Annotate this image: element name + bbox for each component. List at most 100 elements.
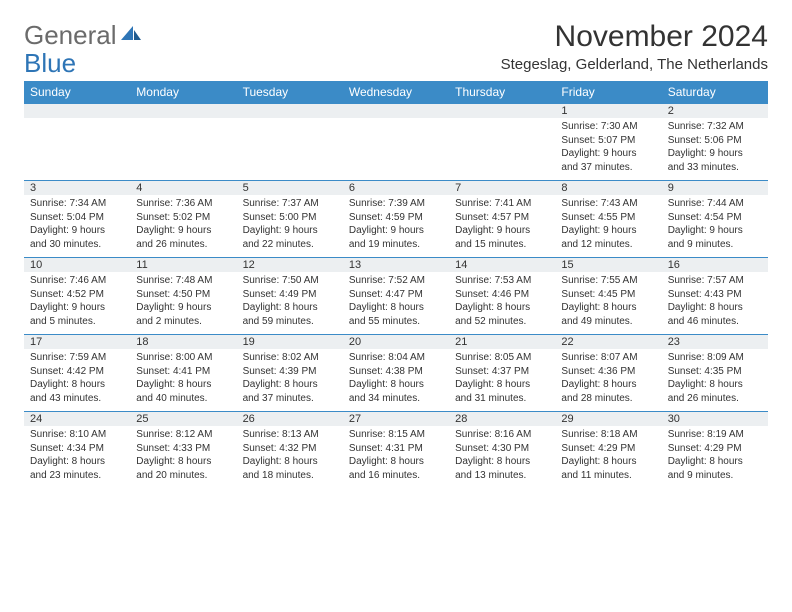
day-detail: Sunrise: 8:00 AMSunset: 4:41 PMDaylight:…: [130, 349, 236, 411]
day-cell: 17Sunrise: 7:59 AMSunset: 4:42 PMDayligh…: [24, 334, 130, 411]
daylight-text: Daylight: 8 hours and 43 minutes.: [30, 378, 124, 405]
day-detail: Sunrise: 8:15 AMSunset: 4:31 PMDaylight:…: [343, 426, 449, 488]
day-cell: 18Sunrise: 8:00 AMSunset: 4:41 PMDayligh…: [130, 334, 236, 411]
sunset-text: Sunset: 4:49 PM: [243, 288, 337, 302]
sunrise-text: Sunrise: 8:04 AM: [349, 351, 443, 365]
sunset-text: Sunset: 4:54 PM: [668, 211, 762, 225]
sunset-text: Sunset: 5:02 PM: [136, 211, 230, 225]
day-header-wed: Wednesday: [343, 81, 449, 103]
daylight-text: Daylight: 9 hours and 33 minutes.: [668, 147, 762, 174]
day-number-band: 22: [555, 334, 661, 349]
day-cell: 25Sunrise: 8:12 AMSunset: 4:33 PMDayligh…: [130, 411, 236, 488]
daylight-text: Daylight: 8 hours and 9 minutes.: [668, 455, 762, 482]
day-header-row: Sunday Monday Tuesday Wednesday Thursday…: [24, 81, 768, 103]
sunset-text: Sunset: 5:07 PM: [561, 134, 655, 148]
sunrise-text: Sunrise: 7:32 AM: [668, 120, 762, 134]
day-cell: 5Sunrise: 7:37 AMSunset: 5:00 PMDaylight…: [237, 180, 343, 257]
day-number-band: [237, 103, 343, 118]
sunrise-text: Sunrise: 7:34 AM: [30, 197, 124, 211]
daylight-text: Daylight: 9 hours and 22 minutes.: [243, 224, 337, 251]
day-detail: Sunrise: 8:10 AMSunset: 4:34 PMDaylight:…: [24, 426, 130, 488]
day-detail: [237, 118, 343, 176]
day-cell: [237, 103, 343, 180]
day-number-band: [449, 103, 555, 118]
sunset-text: Sunset: 4:52 PM: [30, 288, 124, 302]
daylight-text: Daylight: 8 hours and 28 minutes.: [561, 378, 655, 405]
day-detail: Sunrise: 8:16 AMSunset: 4:30 PMDaylight:…: [449, 426, 555, 488]
sunrise-text: Sunrise: 8:13 AM: [243, 428, 337, 442]
day-header-fri: Friday: [555, 81, 661, 103]
daylight-text: Daylight: 8 hours and 49 minutes.: [561, 301, 655, 328]
day-cell: 30Sunrise: 8:19 AMSunset: 4:29 PMDayligh…: [662, 411, 768, 488]
sunset-text: Sunset: 4:29 PM: [561, 442, 655, 456]
day-number-band: 10: [24, 257, 130, 272]
sunrise-text: Sunrise: 8:12 AM: [136, 428, 230, 442]
day-cell: [449, 103, 555, 180]
day-detail: Sunrise: 7:52 AMSunset: 4:47 PMDaylight:…: [343, 272, 449, 334]
sunrise-text: Sunrise: 7:39 AM: [349, 197, 443, 211]
day-detail: Sunrise: 8:02 AMSunset: 4:39 PMDaylight:…: [237, 349, 343, 411]
day-detail: Sunrise: 8:18 AMSunset: 4:29 PMDaylight:…: [555, 426, 661, 488]
sunset-text: Sunset: 4:32 PM: [243, 442, 337, 456]
day-cell: [343, 103, 449, 180]
sunrise-text: Sunrise: 7:36 AM: [136, 197, 230, 211]
sunrise-text: Sunrise: 8:16 AM: [455, 428, 549, 442]
sunset-text: Sunset: 4:55 PM: [561, 211, 655, 225]
day-cell: 8Sunrise: 7:43 AMSunset: 4:55 PMDaylight…: [555, 180, 661, 257]
sunset-text: Sunset: 4:47 PM: [349, 288, 443, 302]
day-cell: 21Sunrise: 8:05 AMSunset: 4:37 PMDayligh…: [449, 334, 555, 411]
day-cell: 15Sunrise: 7:55 AMSunset: 4:45 PMDayligh…: [555, 257, 661, 334]
day-number-band: 12: [237, 257, 343, 272]
daylight-text: Daylight: 9 hours and 2 minutes.: [136, 301, 230, 328]
day-number-band: 7: [449, 180, 555, 195]
sunset-text: Sunset: 4:37 PM: [455, 365, 549, 379]
sunset-text: Sunset: 4:59 PM: [349, 211, 443, 225]
sunrise-text: Sunrise: 7:55 AM: [561, 274, 655, 288]
sunrise-text: Sunrise: 7:46 AM: [30, 274, 124, 288]
day-number-band: 28: [449, 411, 555, 426]
day-cell: 16Sunrise: 7:57 AMSunset: 4:43 PMDayligh…: [662, 257, 768, 334]
day-number-band: 3: [24, 180, 130, 195]
sunset-text: Sunset: 4:46 PM: [455, 288, 549, 302]
day-number-band: 23: [662, 334, 768, 349]
daylight-text: Daylight: 9 hours and 26 minutes.: [136, 224, 230, 251]
sunset-text: Sunset: 5:06 PM: [668, 134, 762, 148]
day-detail: Sunrise: 7:57 AMSunset: 4:43 PMDaylight:…: [662, 272, 768, 334]
day-number-band: 4: [130, 180, 236, 195]
daylight-text: Daylight: 8 hours and 55 minutes.: [349, 301, 443, 328]
day-number-band: 16: [662, 257, 768, 272]
title-block: November 2024 Stegeslag, Gelderland, The…: [501, 20, 768, 73]
sunset-text: Sunset: 4:50 PM: [136, 288, 230, 302]
day-header-thu: Thursday: [449, 81, 555, 103]
sunrise-text: Sunrise: 8:05 AM: [455, 351, 549, 365]
day-detail: [24, 118, 130, 176]
daylight-text: Daylight: 8 hours and 37 minutes.: [243, 378, 337, 405]
daylight-text: Daylight: 9 hours and 30 minutes.: [30, 224, 124, 251]
day-number-band: 9: [662, 180, 768, 195]
day-detail: Sunrise: 7:36 AMSunset: 5:02 PMDaylight:…: [130, 195, 236, 257]
day-detail: Sunrise: 7:46 AMSunset: 4:52 PMDaylight:…: [24, 272, 130, 334]
day-detail: Sunrise: 8:07 AMSunset: 4:36 PMDaylight:…: [555, 349, 661, 411]
day-detail: Sunrise: 7:37 AMSunset: 5:00 PMDaylight:…: [237, 195, 343, 257]
day-cell: 1Sunrise: 7:30 AMSunset: 5:07 PMDaylight…: [555, 103, 661, 180]
sunset-text: Sunset: 4:33 PM: [136, 442, 230, 456]
day-number-band: 21: [449, 334, 555, 349]
logo-sail-icon: [121, 20, 143, 51]
week-row: 17Sunrise: 7:59 AMSunset: 4:42 PMDayligh…: [24, 334, 768, 411]
day-detail: Sunrise: 7:39 AMSunset: 4:59 PMDaylight:…: [343, 195, 449, 257]
day-number-band: 17: [24, 334, 130, 349]
daylight-text: Daylight: 9 hours and 37 minutes.: [561, 147, 655, 174]
sunset-text: Sunset: 5:00 PM: [243, 211, 337, 225]
day-cell: 24Sunrise: 8:10 AMSunset: 4:34 PMDayligh…: [24, 411, 130, 488]
day-detail: Sunrise: 7:50 AMSunset: 4:49 PMDaylight:…: [237, 272, 343, 334]
day-cell: 28Sunrise: 8:16 AMSunset: 4:30 PMDayligh…: [449, 411, 555, 488]
day-number-band: 27: [343, 411, 449, 426]
day-detail: Sunrise: 8:09 AMSunset: 4:35 PMDaylight:…: [662, 349, 768, 411]
sunrise-text: Sunrise: 8:09 AM: [668, 351, 762, 365]
logo-text-blue: Blue: [24, 48, 76, 79]
sunset-text: Sunset: 4:35 PM: [668, 365, 762, 379]
calendar-table: Sunday Monday Tuesday Wednesday Thursday…: [24, 81, 768, 488]
daylight-text: Daylight: 9 hours and 5 minutes.: [30, 301, 124, 328]
day-detail: Sunrise: 8:12 AMSunset: 4:33 PMDaylight:…: [130, 426, 236, 488]
daylight-text: Daylight: 9 hours and 12 minutes.: [561, 224, 655, 251]
